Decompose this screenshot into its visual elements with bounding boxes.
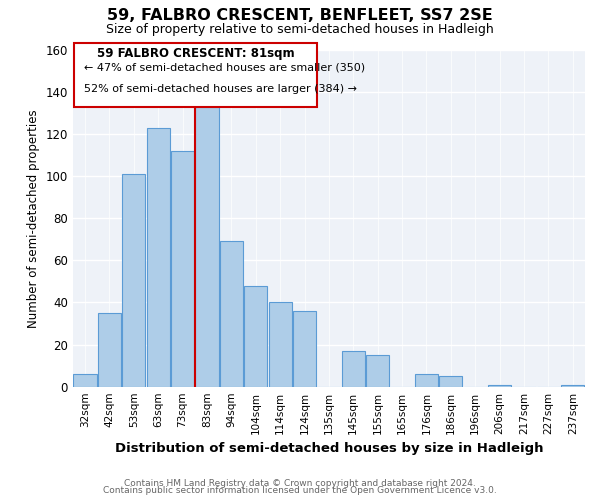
Text: Size of property relative to semi-detached houses in Hadleigh: Size of property relative to semi-detach… bbox=[106, 22, 494, 36]
Bar bbox=[561, 384, 584, 386]
Bar bbox=[488, 384, 511, 386]
Bar bbox=[146, 128, 170, 386]
Text: ← 47% of semi-detached houses are smaller (350): ← 47% of semi-detached houses are smalle… bbox=[84, 62, 365, 72]
Bar bbox=[415, 374, 438, 386]
Text: 52% of semi-detached houses are larger (384) →: 52% of semi-detached houses are larger (… bbox=[84, 84, 357, 94]
Text: 59, FALBRO CRESCENT, BENFLEET, SS7 2SE: 59, FALBRO CRESCENT, BENFLEET, SS7 2SE bbox=[107, 8, 493, 22]
Bar bbox=[196, 106, 218, 386]
Bar bbox=[342, 351, 365, 386]
Bar bbox=[171, 151, 194, 386]
Bar bbox=[244, 286, 268, 386]
Bar bbox=[293, 311, 316, 386]
Bar bbox=[220, 242, 243, 386]
Text: Contains HM Land Registry data © Crown copyright and database right 2024.: Contains HM Land Registry data © Crown c… bbox=[124, 478, 476, 488]
FancyBboxPatch shape bbox=[74, 44, 317, 106]
X-axis label: Distribution of semi-detached houses by size in Hadleigh: Distribution of semi-detached houses by … bbox=[115, 442, 543, 455]
Bar bbox=[98, 313, 121, 386]
Bar bbox=[366, 355, 389, 386]
Bar bbox=[439, 376, 463, 386]
Bar bbox=[269, 302, 292, 386]
Y-axis label: Number of semi-detached properties: Number of semi-detached properties bbox=[27, 109, 40, 328]
Bar bbox=[73, 374, 97, 386]
Text: 59 FALBRO CRESCENT: 81sqm: 59 FALBRO CRESCENT: 81sqm bbox=[97, 47, 294, 60]
Bar bbox=[122, 174, 145, 386]
Text: Contains public sector information licensed under the Open Government Licence v3: Contains public sector information licen… bbox=[103, 486, 497, 495]
